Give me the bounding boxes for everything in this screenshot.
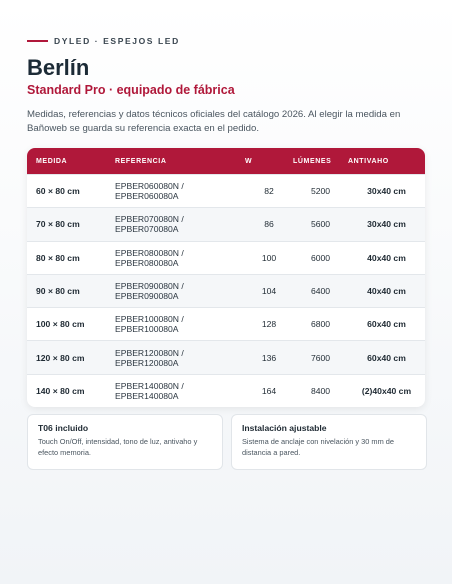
eyebrow-text: DYLED · ESPEJOS LED	[54, 36, 180, 46]
size-cell: 140 × 80 cm	[36, 385, 85, 396]
demister-cell: 30x40 cm	[367, 219, 406, 230]
demister-cell: 60x40 cm	[367, 352, 406, 363]
subtitle: Standard Pro · equipado de fábrica	[27, 83, 235, 97]
table-row: 100 × 80 cm EPBER100080N / EPBER100080A 12…	[27, 307, 425, 340]
card-text: Sistema de anclaje con nivelación y 30 m…	[242, 437, 394, 457]
reference-cell: EPBER090080N / EPBER090080A	[115, 281, 184, 302]
card: Instalación ajustable Sistema de anclaje…	[231, 414, 427, 470]
card: T06 incluido Touch On/Off, intensidad, t…	[27, 414, 223, 470]
size-cell: 80 × 80 cm	[36, 252, 80, 263]
size-cell: 60 × 80 cm	[36, 186, 80, 197]
lumens-cell: 5600	[310, 219, 331, 230]
column-header: REFERENCIA	[115, 157, 167, 165]
column-header: LÚMENES	[293, 157, 332, 165]
column-header: ANTIVAHO	[348, 157, 389, 165]
description: Medidas, referencias y datos técnicos of…	[27, 109, 401, 134]
table-header: MEDIDA REFERENCIA W LÚMENES ANTIVAHO	[27, 148, 425, 174]
card-text: Touch On/Off, intensidad, tono de luz, a…	[38, 437, 198, 457]
lumens-cell: 5200	[310, 186, 331, 197]
size-cell: 70 × 80 cm	[36, 219, 80, 230]
watts-cell: 164	[261, 385, 277, 396]
column-header: MEDIDA	[36, 157, 68, 165]
reference-cell: EPBER140080N / EPBER140080A	[115, 380, 184, 401]
accent-bar	[27, 39, 48, 43]
lumens-cell: 6000	[310, 252, 331, 263]
demister-cell: 60x40 cm	[367, 319, 406, 330]
reference-cell: EPBER070080N / EPBER070080A	[115, 214, 184, 235]
demister-cell: 40x40 cm	[367, 252, 406, 263]
table-row: 70 × 80 cm EPBER070080N / EPBER070080A 86 5…	[27, 207, 425, 241]
size-cell: 100 × 80 cm	[36, 319, 85, 330]
reference-cell: EPBER100080N / EPBER100080A	[115, 314, 184, 335]
table-row: 120 × 80 cm EPBER120080N / EPBER120080A 13…	[27, 340, 425, 374]
reference-cell: EPBER080080N / EPBER080080A	[115, 247, 184, 268]
title: Berlín	[27, 55, 90, 80]
watts-cell: 104	[261, 286, 277, 297]
table-row: 90 × 80 cm EPBER090080N / EPBER090080A 104…	[27, 273, 425, 308]
reference-cell: EPBER120080N / EPBER120080A	[115, 347, 184, 368]
table-row: 80 × 80 cm EPBER080080N / EPBER080080A 100…	[27, 240, 425, 274]
table-row: 60 × 80 cm EPBER060080N / EPBER060080A 82 5…	[27, 174, 425, 207]
demister-cell: 40x40 cm	[367, 286, 406, 297]
watts-cell: 100	[261, 252, 277, 263]
table-row: 140 × 80 cm EPBER140080N / EPBER140080A 16…	[27, 373, 425, 407]
watts-cell: 82	[264, 186, 274, 197]
watts-cell: 128	[261, 319, 277, 330]
size-cell: 90 × 80 cm	[36, 286, 80, 297]
lumens-cell: 8400	[310, 385, 331, 396]
card-title: Instalación ajustable	[242, 423, 327, 433]
eyebrow: DYLED · ESPEJOS LED	[27, 36, 180, 46]
demister-cell: 30x40 cm	[367, 186, 406, 197]
demister-cell: (2)40x40 cm	[361, 385, 412, 396]
reference-cell: EPBER060080N / EPBER060080A	[115, 181, 184, 202]
size-cell: 120 × 80 cm	[36, 352, 85, 363]
lumens-cell: 7600	[310, 352, 331, 363]
card-title: T06 incluido	[38, 423, 89, 433]
watts-cell: 136	[261, 352, 277, 363]
spec-table: MEDIDA REFERENCIA W LÚMENES ANTIVAHO 60 × 80…	[27, 148, 425, 408]
lumens-cell: 6400	[310, 286, 331, 297]
column-header: W	[245, 157, 253, 165]
lumens-cell: 6800	[310, 319, 331, 330]
watts-cell: 86	[264, 219, 274, 230]
